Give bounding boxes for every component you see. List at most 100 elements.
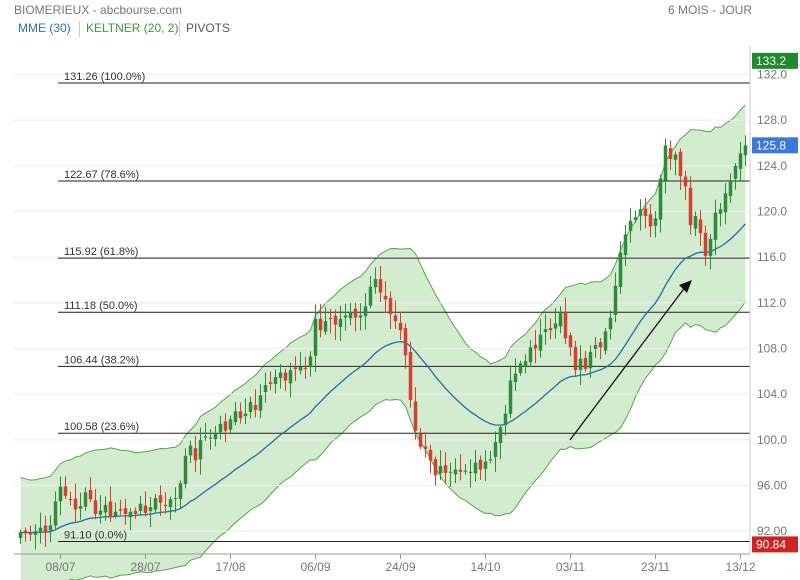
indicator-mme[interactable]: MME (30) — [18, 21, 71, 35]
candle-body — [428, 449, 433, 461]
candle-body — [113, 511, 118, 517]
x-tick-label: 14/10 — [470, 560, 500, 574]
candle-body — [623, 234, 628, 256]
candle-body — [743, 145, 748, 156]
x-tick-label: 17/08 — [215, 560, 245, 574]
candle-body — [363, 306, 368, 317]
candle-body — [143, 505, 148, 513]
candle-body — [593, 345, 598, 349]
candle-body — [173, 498, 178, 500]
candle-body — [183, 455, 188, 484]
candle-body — [718, 209, 723, 214]
candle-body — [63, 486, 68, 496]
candle-body — [238, 411, 243, 419]
candle-body — [338, 318, 343, 328]
candle-body — [68, 499, 73, 501]
price-tag-high-bg — [752, 52, 798, 69]
candle-body — [513, 373, 518, 383]
candle-body — [198, 439, 203, 460]
fib-level-label: 111.18 (50.0%) — [64, 300, 138, 312]
chart-title: BIOMERIEUX - abcbourse.com — [14, 3, 183, 17]
candle-body — [23, 530, 28, 534]
x-tick-label: 23/11 — [641, 560, 670, 574]
x-tick-label: 03/11 — [556, 560, 585, 574]
candle-body — [83, 492, 88, 507]
indicator-keltner[interactable]: KELTNER (20, 2) — [86, 21, 179, 35]
candle-body — [573, 346, 578, 371]
candle-body — [303, 367, 308, 369]
candle-body — [273, 377, 278, 385]
candle-body — [58, 486, 63, 502]
x-tick-label: 08/07 — [45, 560, 75, 574]
candle-body — [263, 385, 268, 393]
candle-body — [393, 315, 398, 322]
candle-body — [253, 404, 258, 411]
chart-period: 6 MOIS - JOUR — [667, 3, 752, 17]
candle-body — [18, 532, 23, 538]
keltner-band-fill — [20, 104, 746, 580]
candle-body — [348, 311, 353, 319]
candle-body — [433, 459, 438, 476]
candle-body — [413, 401, 418, 431]
fib-level-label: 122.67 (78.6%) — [64, 169, 139, 181]
candle-body — [653, 218, 658, 226]
candle-body — [663, 145, 668, 181]
candle-body — [78, 506, 83, 509]
candle-body — [48, 525, 53, 531]
candle-body — [628, 220, 633, 231]
candle-body — [188, 445, 193, 456]
candle-body — [228, 419, 233, 430]
candle-body — [678, 151, 683, 177]
indicator-pivots[interactable]: PIVOTS — [186, 21, 231, 35]
candle-body — [443, 465, 448, 473]
candle-body — [313, 318, 318, 356]
candle-body — [618, 252, 623, 287]
trend-arrow-line — [569, 285, 687, 441]
y-tick-label: 104.0 — [757, 387, 787, 401]
candle-body — [398, 322, 403, 331]
candle-body — [138, 503, 143, 512]
candle-body — [323, 321, 328, 332]
candle-body — [103, 504, 108, 513]
ema-line — [20, 223, 746, 534]
candle-body — [548, 328, 553, 331]
candle-body — [328, 318, 333, 320]
y-tick-label: 124.0 — [757, 159, 787, 173]
price-tag-low-bg — [752, 536, 798, 553]
candle-body — [468, 471, 473, 473]
candle-body — [613, 285, 618, 315]
candle-body — [638, 209, 643, 216]
candle-body — [98, 510, 103, 515]
candle-body — [538, 334, 543, 351]
candle-body — [578, 358, 583, 370]
candle-body — [648, 214, 653, 227]
candle-body — [733, 165, 738, 179]
x-tick-label: 28/07 — [130, 560, 160, 574]
candle-body — [488, 459, 493, 461]
candle-body — [158, 495, 163, 503]
candle-body — [43, 525, 48, 533]
candle-body — [683, 176, 688, 187]
price-tag-last: 125.8 — [756, 138, 786, 152]
candle-body — [558, 313, 563, 327]
candle-body — [668, 148, 673, 160]
candle-body — [728, 181, 733, 197]
y-tick-label: 100.0 — [757, 433, 787, 447]
candle-body — [178, 483, 183, 499]
candle-body — [568, 335, 573, 348]
y-tick-label: 132.0 — [757, 68, 787, 82]
x-tick-label: 24/09 — [385, 560, 415, 574]
candle-body — [258, 395, 263, 411]
candle-body — [418, 433, 423, 447]
candle-body — [38, 527, 43, 533]
candle-body — [108, 501, 113, 518]
candle-body — [658, 178, 663, 220]
candle-body — [688, 187, 693, 226]
fib-level-label: 115.92 (61.8%) — [64, 246, 138, 258]
candle-body — [673, 154, 678, 160]
candle-body — [288, 370, 293, 384]
candle-body — [248, 402, 253, 412]
keltner-lower-line — [68, 301, 746, 580]
candle-body — [118, 509, 123, 511]
